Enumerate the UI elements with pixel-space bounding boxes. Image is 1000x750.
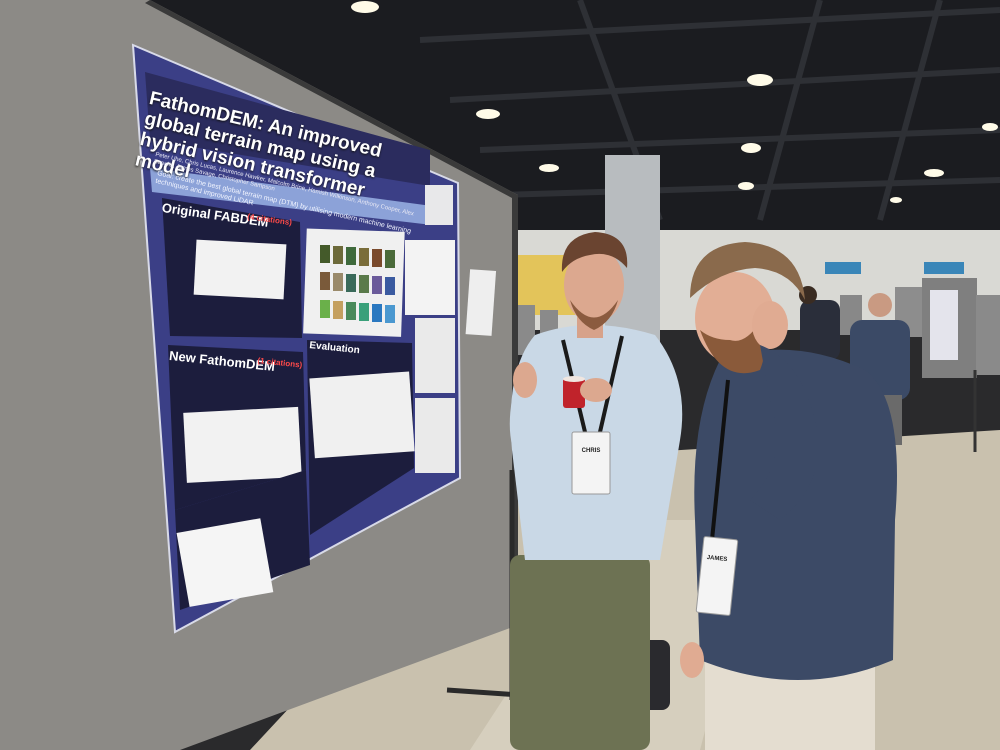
pinned-paper	[465, 269, 497, 336]
person-right-beard	[700, 322, 765, 374]
ceiling-lights	[351, 1, 998, 203]
panel-original-figure	[193, 239, 287, 300]
fig-grid-3	[415, 318, 455, 393]
panel-eval-figure	[309, 371, 415, 459]
poster-title-band	[145, 72, 430, 186]
logo-sticker	[425, 185, 453, 225]
person-left-face	[564, 247, 624, 323]
person-right-lower-hand	[680, 642, 704, 678]
fig-grid-1-cells	[320, 245, 395, 323]
person-right	[680, 242, 897, 750]
far-poster-boards	[515, 262, 1000, 452]
poster-goal-band	[150, 168, 432, 225]
person-right-sweater	[694, 349, 897, 680]
fig-grid-4	[415, 398, 455, 473]
board-foot	[446, 687, 521, 698]
person-left-legs	[510, 555, 650, 750]
panel-new-figure	[183, 406, 302, 483]
person-left-beard	[570, 300, 618, 330]
person-left-hand2	[580, 378, 612, 402]
person-left-badge	[571, 431, 611, 495]
person-left	[509, 232, 683, 750]
fig-grid-2	[405, 240, 455, 315]
person-left-hand	[513, 362, 537, 398]
person-left-hair	[561, 232, 628, 272]
person-right-hair	[690, 242, 805, 300]
person-right-badge	[695, 536, 739, 616]
person-right-arm	[750, 345, 819, 520]
panel-new-diagram	[176, 518, 274, 607]
person-right-hand	[752, 301, 788, 349]
person-right-lanyard	[710, 379, 730, 541]
drink-cup	[563, 378, 585, 408]
person-left-arm	[509, 400, 540, 465]
